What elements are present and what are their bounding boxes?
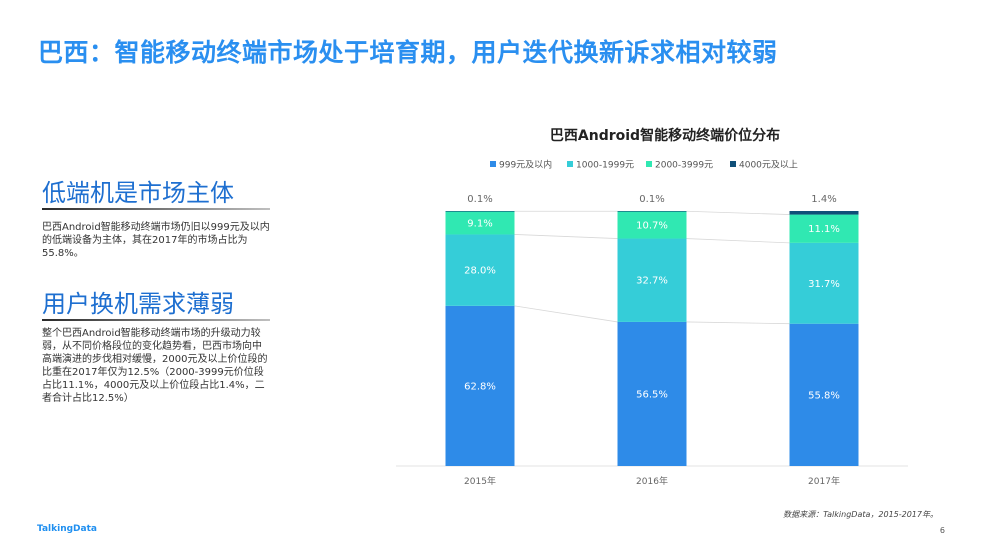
segment-connector	[686, 321, 790, 325]
legend-swatch	[646, 161, 652, 167]
heading-weak-demand: 用户换机需求薄弱	[42, 290, 234, 318]
legend-swatch	[730, 161, 736, 167]
x-tick-label: 2015年	[464, 475, 496, 487]
bar-segment	[617, 211, 687, 212]
heading-low-end: 低端机是市场主体	[42, 179, 234, 207]
legend-label: 999元及以内	[499, 159, 552, 171]
bar-segment	[789, 214, 859, 243]
data-label: 31.7%	[808, 279, 840, 290]
segment-connector	[686, 238, 790, 244]
weak-demand-description: 整个巴西Android智能移动终端市场的升级动力较弱，从不同价格段位的变化趋势看…	[42, 328, 268, 404]
bar-segment	[617, 211, 687, 239]
data-label: 0.1%	[467, 194, 492, 205]
heading-divider	[42, 208, 270, 210]
legend-swatch	[567, 161, 573, 167]
legend-label: 2000-3999元	[655, 161, 713, 171]
bar-segment	[789, 211, 859, 215]
legend-swatch	[490, 161, 496, 167]
segment-connector	[514, 234, 618, 239]
x-tick-label: 2016年	[636, 475, 668, 487]
slide-title: 巴西：智能移动终端市场处于培育期，用户迭代换新诉求相对较弱	[38, 38, 778, 67]
x-tick-label: 2017年	[808, 475, 840, 487]
bar-segment	[789, 323, 859, 466]
bar-segment	[617, 321, 687, 466]
bar-segment	[445, 211, 515, 235]
data-label: 62.8%	[464, 381, 496, 392]
bar-segment	[445, 305, 515, 466]
page-number: 6	[939, 526, 945, 535]
bar-segment	[445, 211, 515, 212]
data-label: 0.1%	[639, 194, 664, 205]
data-label: 1.4%	[811, 194, 836, 205]
data-label: 55.8%	[808, 390, 840, 401]
chart-title: 巴西Android智能移动终端价位分布	[549, 128, 781, 144]
bar-segment	[445, 234, 515, 306]
talkingdata-logo: TalkingData	[37, 524, 97, 534]
segment-connector	[514, 305, 618, 323]
legend-label: 4000元及以上	[739, 160, 798, 171]
heading-divider	[42, 319, 270, 321]
data-label: 10.7%	[636, 220, 668, 231]
data-label: 28.0%	[464, 266, 496, 277]
data-label: 9.1%	[467, 218, 492, 229]
data-label: 56.5%	[636, 389, 668, 400]
segment-connector	[686, 210, 790, 215]
data-label: 11.1%	[808, 224, 840, 235]
data-source: 数据来源：TalkingData，2015-2017年。	[783, 510, 938, 519]
legend-label: 1000-1999元	[576, 161, 634, 171]
low-end-description: 巴西Android智能移动终端市场仍旧以999元及以内的低端设备为主体，其在20…	[42, 222, 270, 259]
data-label: 32.7%	[636, 276, 668, 287]
bar-segment	[789, 242, 859, 324]
bar-segment	[617, 238, 687, 322]
